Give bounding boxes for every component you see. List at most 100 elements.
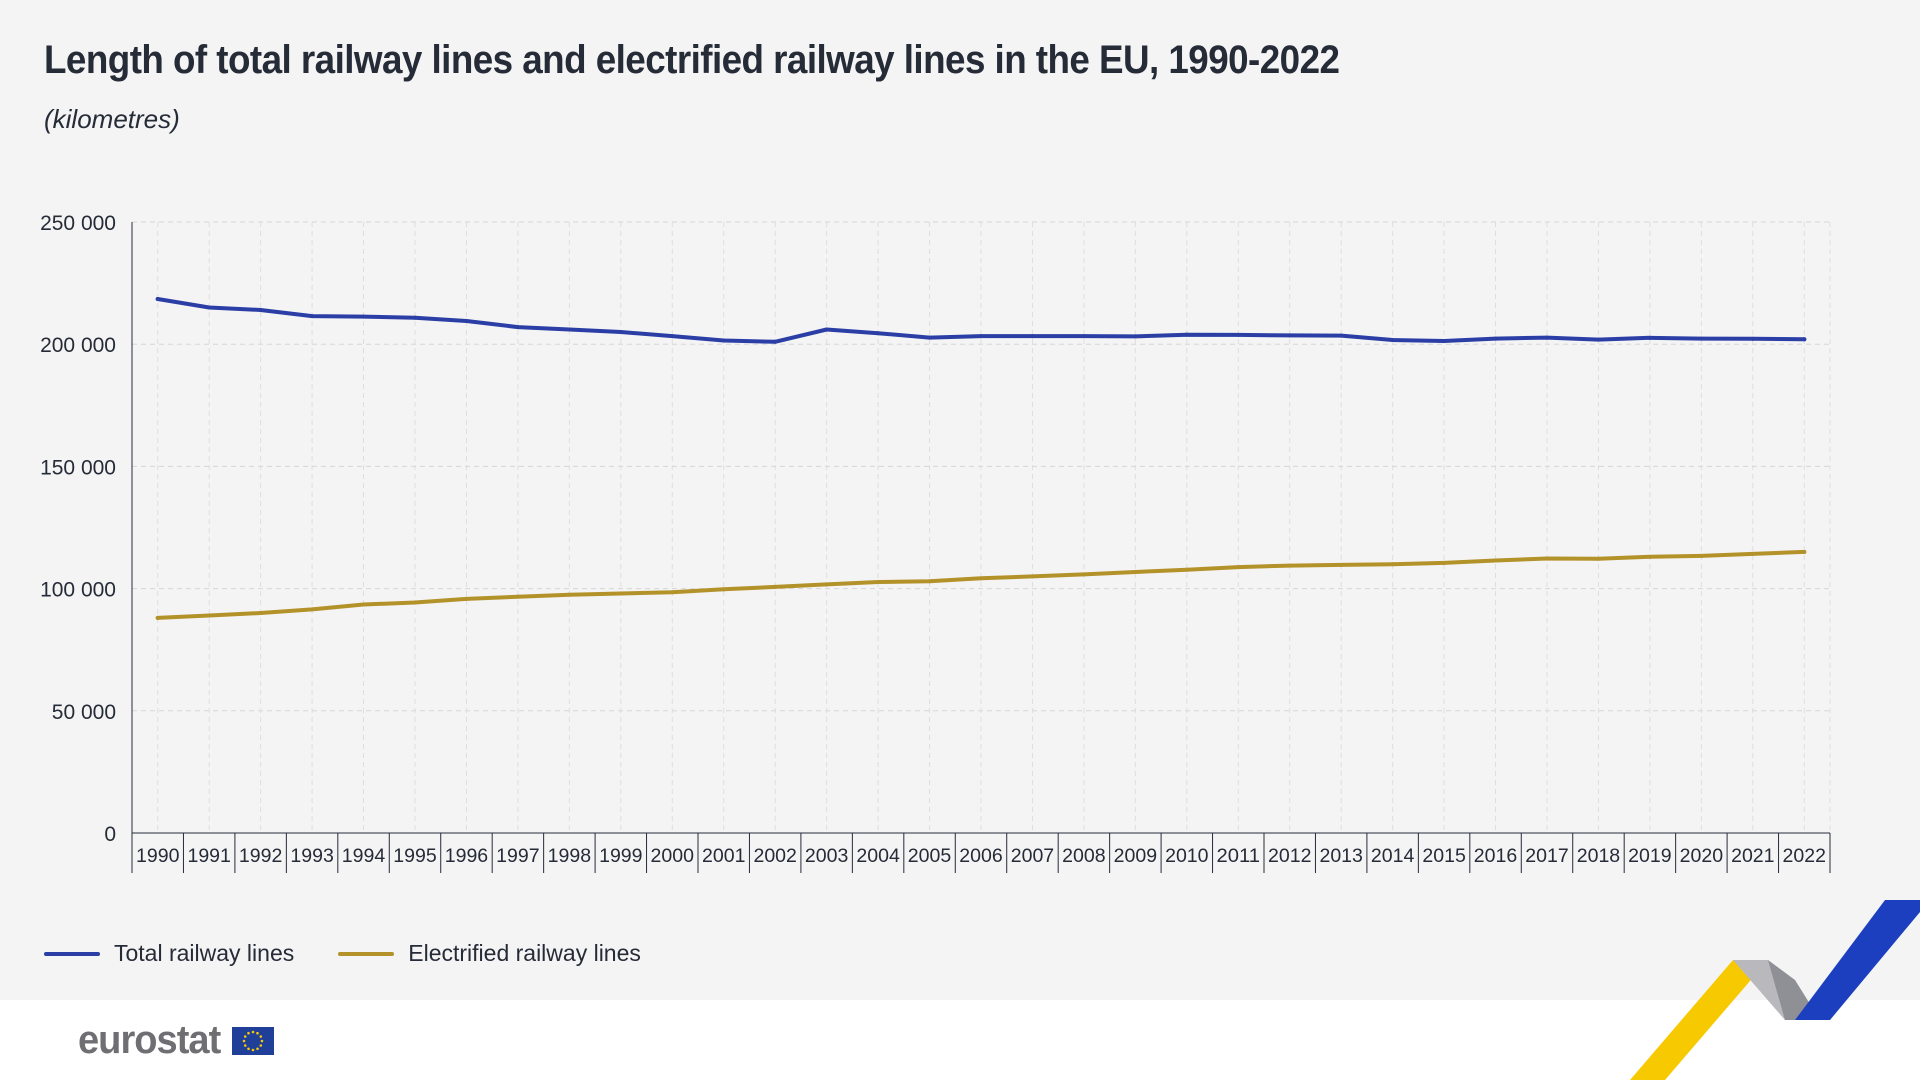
data-point-total [1596,337,1601,342]
data-point-total [1339,333,1344,338]
flag-star [242,1039,246,1042]
deco-yellow-stripe [1630,960,1768,1080]
flag-star [256,1046,259,1050]
x-tick-label: 2014 [1371,846,1415,867]
eu-flag-icon [231,1026,274,1055]
data-point-total [515,325,520,330]
x-tick-label: 2021 [1731,846,1774,867]
x-tick-label: 1995 [393,846,436,867]
x-tick-label: 1998 [548,846,591,867]
x-tick-label: 2017 [1525,846,1568,867]
data-point-electrified [876,580,881,585]
data-point-total [155,296,160,301]
x-tick-label: 2022 [1783,846,1826,867]
data-point-electrified [670,590,675,595]
flag-star [259,1034,262,1038]
data-point-total [1750,336,1755,341]
data-point-electrified [927,579,932,584]
data-point-electrified [721,587,726,592]
y-tick-label: 150 000 [40,456,116,479]
data-point-total [1390,338,1395,343]
x-tick-label: 2005 [908,846,951,867]
data-point-electrified [567,592,572,597]
data-point-electrified [155,615,160,620]
flag-star [259,1043,262,1047]
data-point-total [773,339,778,344]
y-tick-label: 50 000 [52,701,116,724]
x-tick-label: 2009 [1114,846,1157,867]
data-point-electrified [310,607,315,612]
data-point-total [721,338,726,343]
x-tick-label: 2012 [1268,846,1311,867]
data-point-total [258,307,263,312]
legend-swatch-electrified [338,951,395,956]
data-point-total [361,314,366,319]
legend-item-total: Total railway lines [44,940,294,967]
legend-label-total: Total railway lines [114,940,295,966]
flag-star [247,1046,250,1050]
data-point-electrified [618,591,623,596]
data-point-electrified [979,576,983,581]
deco-blue-stripe [1795,900,1920,1020]
data-point-total [464,318,469,323]
data-point-electrified [1596,556,1601,561]
x-tick-label: 2015 [1422,846,1465,867]
data-point-electrified [207,613,212,618]
legend-swatch-total [44,951,100,956]
data-point-total [1442,339,1447,344]
data-point-total [1133,334,1138,339]
data-point-total [979,334,983,339]
data-point-electrified [824,582,829,587]
y-tick-label: 200 000 [40,334,116,357]
data-point-total [1647,335,1652,340]
x-tick-label: 2000 [651,846,694,867]
x-tick-label: 1992 [239,846,282,867]
data-point-total [1802,337,1807,342]
data-point-electrified [1493,558,1498,563]
x-tick-label: 2008 [1062,846,1105,867]
flag-star [243,1043,247,1047]
data-point-electrified [413,600,417,605]
x-tick-label: 2010 [1165,846,1208,867]
x-tick-label: 1994 [342,846,386,867]
data-point-total [1699,336,1704,341]
data-point-total [927,335,932,340]
x-tick-label: 2001 [702,846,745,867]
data-point-total [310,314,315,319]
x-tick-label: 1999 [599,846,642,867]
data-point-total [618,329,623,334]
data-point-total [670,334,675,339]
flag-star [247,1031,250,1035]
y-tick-label: 100 000 [40,579,116,602]
data-point-total [1493,336,1498,341]
data-point-electrified [515,594,520,599]
x-tick-label: 1993 [290,846,333,867]
data-point-electrified [258,611,263,616]
data-point-electrified [1030,574,1035,579]
y-tick-label: 250 000 [40,212,116,235]
data-point-electrified [1081,572,1086,577]
flag-star [256,1031,259,1035]
data-point-total [207,305,212,310]
x-tick-label: 2003 [805,846,848,867]
x-tick-label: 1997 [496,846,539,867]
legend-item-electrified: Electrified railway lines [338,940,641,967]
data-point-electrified [1287,563,1292,568]
x-tick-label: 2020 [1680,846,1723,867]
x-tick-label: 2013 [1319,846,1362,867]
x-tick-label: 2006 [959,846,1002,867]
data-point-electrified [1647,554,1652,559]
x-tick-label: 2019 [1628,846,1671,867]
flag-star [243,1034,247,1038]
data-point-total [1236,332,1241,337]
x-tick-label: 2002 [753,846,796,867]
x-tick-label: 2011 [1217,846,1260,867]
data-point-electrified [1133,569,1138,574]
data-point-electrified [1545,556,1549,561]
chart-subtitle: (kilometres) [44,104,180,134]
data-point-total [824,327,829,332]
data-point-electrified [1699,553,1704,558]
x-tick-label: 2004 [856,846,900,867]
flag-star [251,1030,255,1033]
